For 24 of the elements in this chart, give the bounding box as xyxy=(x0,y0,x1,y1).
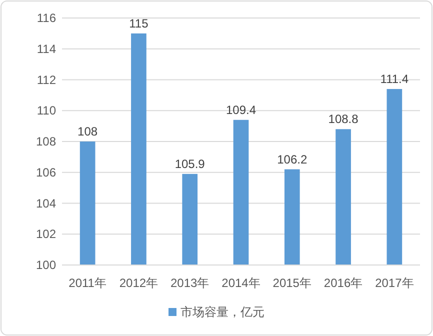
data-label: 115 xyxy=(129,16,149,30)
legend-label: 市场容量，亿元 xyxy=(180,305,264,319)
data-label: 111.4 xyxy=(380,72,409,86)
x-tick-label: 2015年 xyxy=(272,276,312,290)
data-label: 108 xyxy=(78,124,98,138)
y-tick-label: 106 xyxy=(36,165,56,180)
x-tick-label: 2013年 xyxy=(170,276,210,290)
x-tick-label: 2016年 xyxy=(324,276,363,290)
data-label: 108.8 xyxy=(328,112,359,126)
y-tick-label: 112 xyxy=(36,72,56,87)
y-tick-label: 100 xyxy=(36,258,56,272)
x-tick-label: 2017年 xyxy=(375,276,414,290)
y-tick-label: 114 xyxy=(36,42,56,56)
x-tick-label: 2012年 xyxy=(119,276,158,290)
data-label: 105.9 xyxy=(174,156,206,171)
x-tick-label: 2014年 xyxy=(222,276,260,290)
data-label: 109.4 xyxy=(226,102,256,117)
y-tick-label: 108 xyxy=(36,134,56,148)
y-tick-label: 116 xyxy=(36,11,56,25)
y-tick-label: 104 xyxy=(36,196,56,210)
y-tick-label: 110 xyxy=(36,104,56,118)
x-tick-label: 2011年 xyxy=(68,276,106,290)
data-label: 106.2 xyxy=(277,152,308,166)
y-tick-label: 102 xyxy=(36,227,56,242)
